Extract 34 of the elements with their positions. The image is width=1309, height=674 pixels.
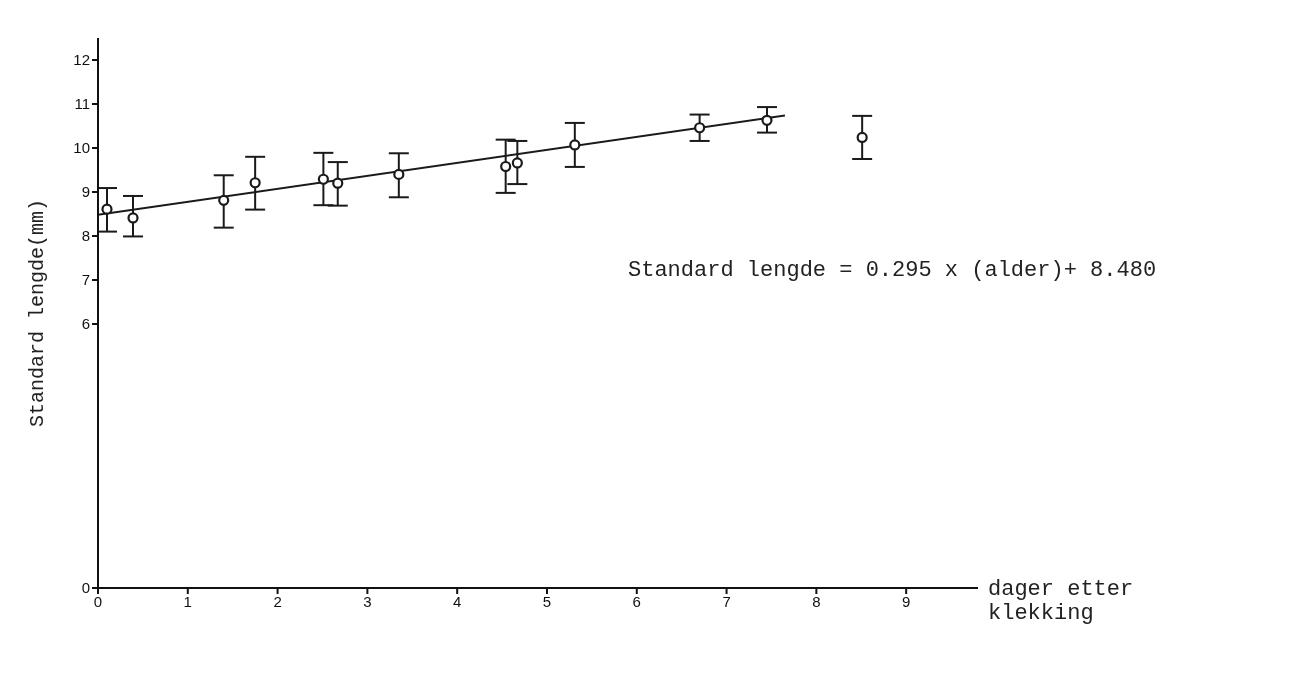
x-tick-label: 9 [901, 592, 911, 610]
x-tick-label: 5 [542, 592, 552, 610]
point [101, 203, 113, 215]
point [127, 212, 139, 224]
point [694, 122, 706, 134]
point [332, 177, 344, 189]
x-tick-label: 6 [632, 592, 641, 610]
y-tick-label: 9 [81, 183, 90, 201]
point [500, 160, 512, 173]
y-tick-label: 12 [73, 51, 90, 69]
x-tick-label: 1 [183, 592, 192, 610]
point [856, 131, 868, 144]
point [511, 157, 523, 169]
x-tick-label: 8 [812, 592, 821, 610]
point [249, 177, 261, 189]
x-tick-label: 7 [722, 592, 731, 610]
y-tick-label: 7 [81, 271, 90, 289]
annotation: Standard lengde = 0.295 x (alder)+ 8.480 [628, 258, 1157, 283]
x-tick-label: 2 [273, 592, 282, 610]
y-tick-label: 11 [74, 95, 90, 113]
y-tick-label: 6 [81, 315, 90, 333]
point [761, 114, 773, 126]
y-axis-title: Standard lengde(mm) [26, 198, 50, 428]
point [569, 139, 581, 151]
x-axis-title: dager etter klekking [988, 577, 1135, 627]
x-tick-label: 0 [93, 592, 103, 610]
y-tick-label: 0 [81, 579, 90, 597]
point [317, 173, 329, 185]
y-tick-label: 10 [73, 139, 90, 157]
point [218, 194, 230, 206]
point [393, 168, 405, 180]
y-tick-label: 8 [81, 227, 90, 245]
x-tick-label: 4 [453, 592, 462, 610]
x-tick-label: 3 [363, 592, 372, 610]
